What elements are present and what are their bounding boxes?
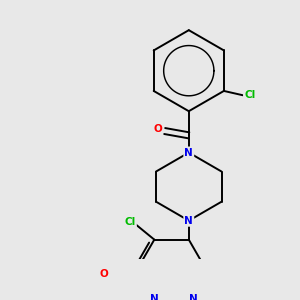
Text: N: N [189,294,197,300]
Text: O: O [100,269,109,279]
Text: Cl: Cl [244,90,255,100]
Text: Cl: Cl [124,218,136,227]
Text: O: O [153,124,162,134]
Text: N: N [150,294,159,300]
Text: N: N [184,148,193,158]
Text: N: N [184,216,193,226]
